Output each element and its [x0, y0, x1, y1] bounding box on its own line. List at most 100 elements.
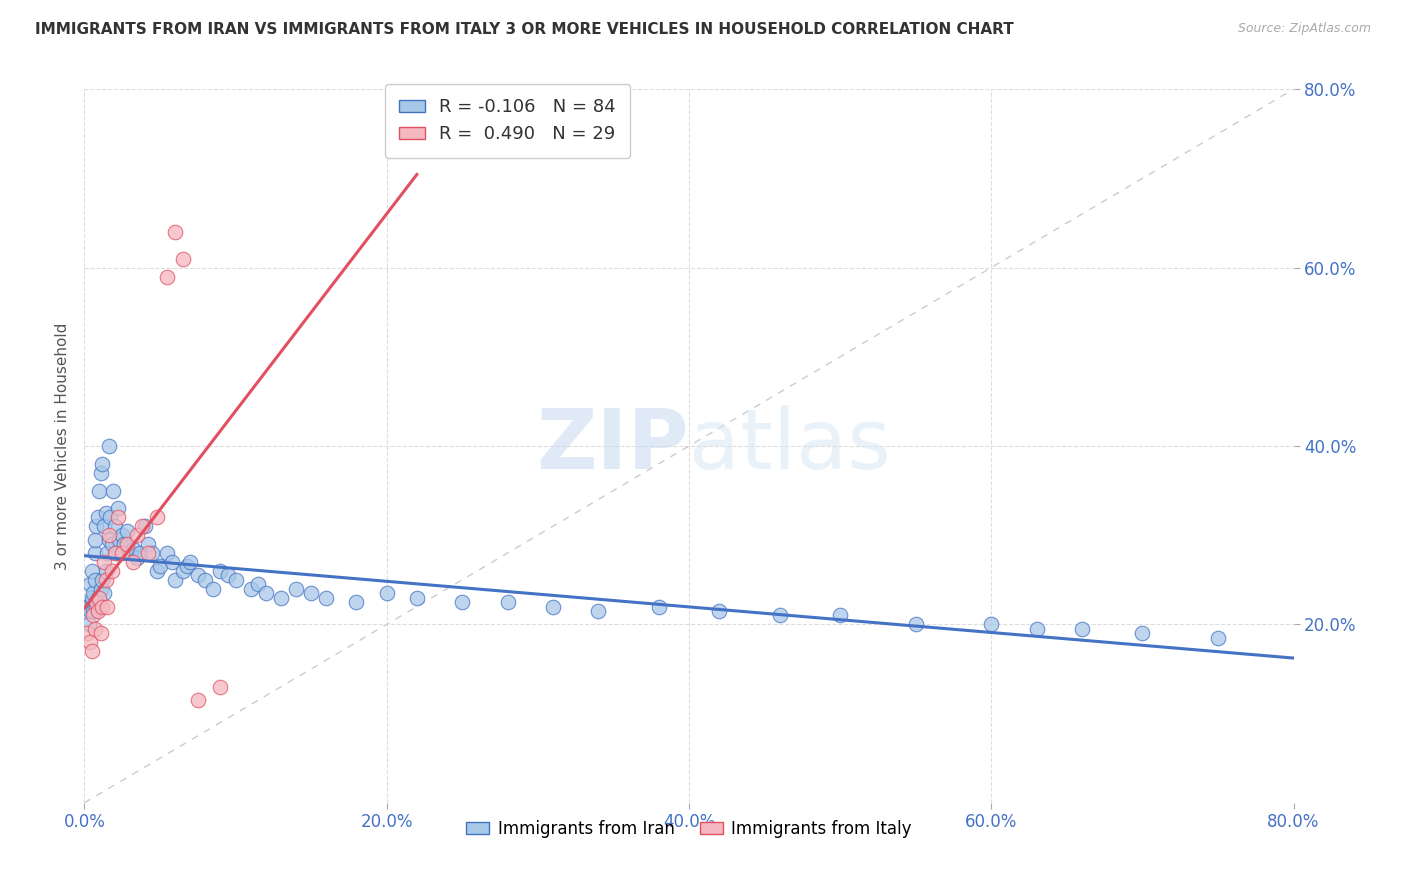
Text: atlas: atlas	[689, 406, 890, 486]
Point	[904, 617, 927, 632]
Point	[108, 533, 131, 547]
Point	[375, 586, 398, 600]
Point	[156, 546, 179, 560]
Point	[146, 564, 169, 578]
Point	[541, 599, 564, 614]
Point	[84, 622, 107, 636]
Point	[80, 591, 103, 605]
Point	[91, 457, 114, 471]
Point	[82, 604, 104, 618]
Point	[93, 586, 115, 600]
Point	[94, 506, 117, 520]
Point	[115, 524, 138, 538]
Point	[254, 586, 277, 600]
Point	[406, 591, 429, 605]
Point	[830, 608, 852, 623]
Point	[217, 568, 239, 582]
Point	[201, 582, 224, 596]
Point	[87, 591, 110, 605]
Point	[97, 533, 120, 547]
Point	[136, 546, 159, 560]
Point	[86, 599, 108, 614]
Point	[129, 546, 152, 560]
Point	[79, 604, 101, 618]
Point	[709, 604, 731, 618]
Point	[82, 586, 104, 600]
Point	[105, 546, 128, 560]
Point	[187, 693, 209, 707]
Point	[299, 586, 322, 600]
Point	[496, 595, 519, 609]
Point	[86, 519, 108, 533]
Legend: Immigrants from Iran, Immigrants from Italy: Immigrants from Iran, Immigrants from It…	[460, 814, 918, 845]
Point	[588, 604, 610, 618]
Point	[84, 573, 107, 587]
Point	[111, 528, 134, 542]
Point	[112, 537, 135, 551]
Point	[89, 595, 111, 609]
Point	[100, 564, 122, 578]
Point	[84, 533, 107, 547]
Point	[89, 483, 111, 498]
Point	[93, 555, 115, 569]
Point	[285, 582, 308, 596]
Point	[93, 519, 115, 533]
Point	[172, 252, 194, 266]
Point	[96, 546, 118, 560]
Point	[451, 595, 474, 609]
Point	[115, 537, 138, 551]
Point	[156, 269, 179, 284]
Text: ZIP: ZIP	[537, 406, 689, 486]
Point	[648, 599, 671, 614]
Point	[90, 466, 112, 480]
Point	[82, 608, 104, 623]
Point	[146, 510, 169, 524]
Point	[90, 582, 112, 596]
Point	[91, 573, 114, 587]
Text: Source: ZipAtlas.com: Source: ZipAtlas.com	[1237, 22, 1371, 36]
Point	[91, 599, 114, 614]
Point	[97, 439, 120, 453]
Text: IMMIGRANTS FROM IRAN VS IMMIGRANTS FROM ITALY 3 OR MORE VEHICLES IN HOUSEHOLD CO: IMMIGRANTS FROM IRAN VS IMMIGRANTS FROM …	[35, 22, 1014, 37]
Point	[94, 573, 117, 587]
Point	[121, 555, 143, 569]
Point	[77, 617, 100, 632]
Point	[1130, 626, 1153, 640]
Point	[111, 546, 134, 560]
Point	[121, 541, 143, 556]
Point	[165, 573, 187, 587]
Point	[769, 608, 792, 623]
Point	[76, 626, 98, 640]
Point	[107, 501, 129, 516]
Point	[80, 564, 103, 578]
Point	[346, 595, 368, 609]
Point	[179, 555, 201, 569]
Point	[1025, 622, 1047, 636]
Point	[980, 617, 1002, 632]
Point	[209, 564, 232, 578]
Point	[79, 635, 101, 649]
Point	[76, 599, 98, 614]
Point	[107, 510, 129, 524]
Point	[86, 595, 108, 609]
Point	[270, 591, 292, 605]
Point	[79, 577, 101, 591]
Point	[141, 546, 163, 560]
Point	[172, 564, 194, 578]
Point	[176, 559, 198, 574]
Point	[90, 626, 112, 640]
Point	[160, 555, 183, 569]
Point	[239, 582, 262, 596]
Point	[1206, 631, 1229, 645]
Point	[247, 577, 270, 591]
Point	[104, 519, 127, 533]
Point	[127, 528, 149, 542]
Point	[80, 595, 103, 609]
Point	[134, 519, 156, 533]
Point	[87, 604, 110, 618]
Point	[127, 550, 149, 565]
Point	[101, 483, 124, 498]
Point	[89, 591, 111, 605]
Point	[165, 225, 187, 239]
Point	[131, 519, 153, 533]
